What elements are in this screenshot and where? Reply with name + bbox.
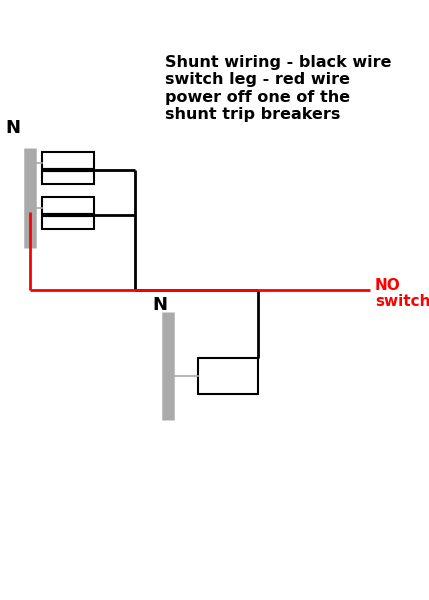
- Text: NO: NO: [375, 277, 401, 292]
- Bar: [42, 197, 94, 229]
- Text: Shunt wiring - black wire
switch leg - red wire
power off one of the
shunt trip : Shunt wiring - black wire switch leg - r…: [165, 55, 392, 122]
- Text: N: N: [152, 296, 167, 314]
- Bar: [42, 152, 94, 184]
- Bar: [198, 358, 258, 394]
- Text: switch: switch: [375, 295, 429, 310]
- Text: N: N: [5, 119, 20, 137]
